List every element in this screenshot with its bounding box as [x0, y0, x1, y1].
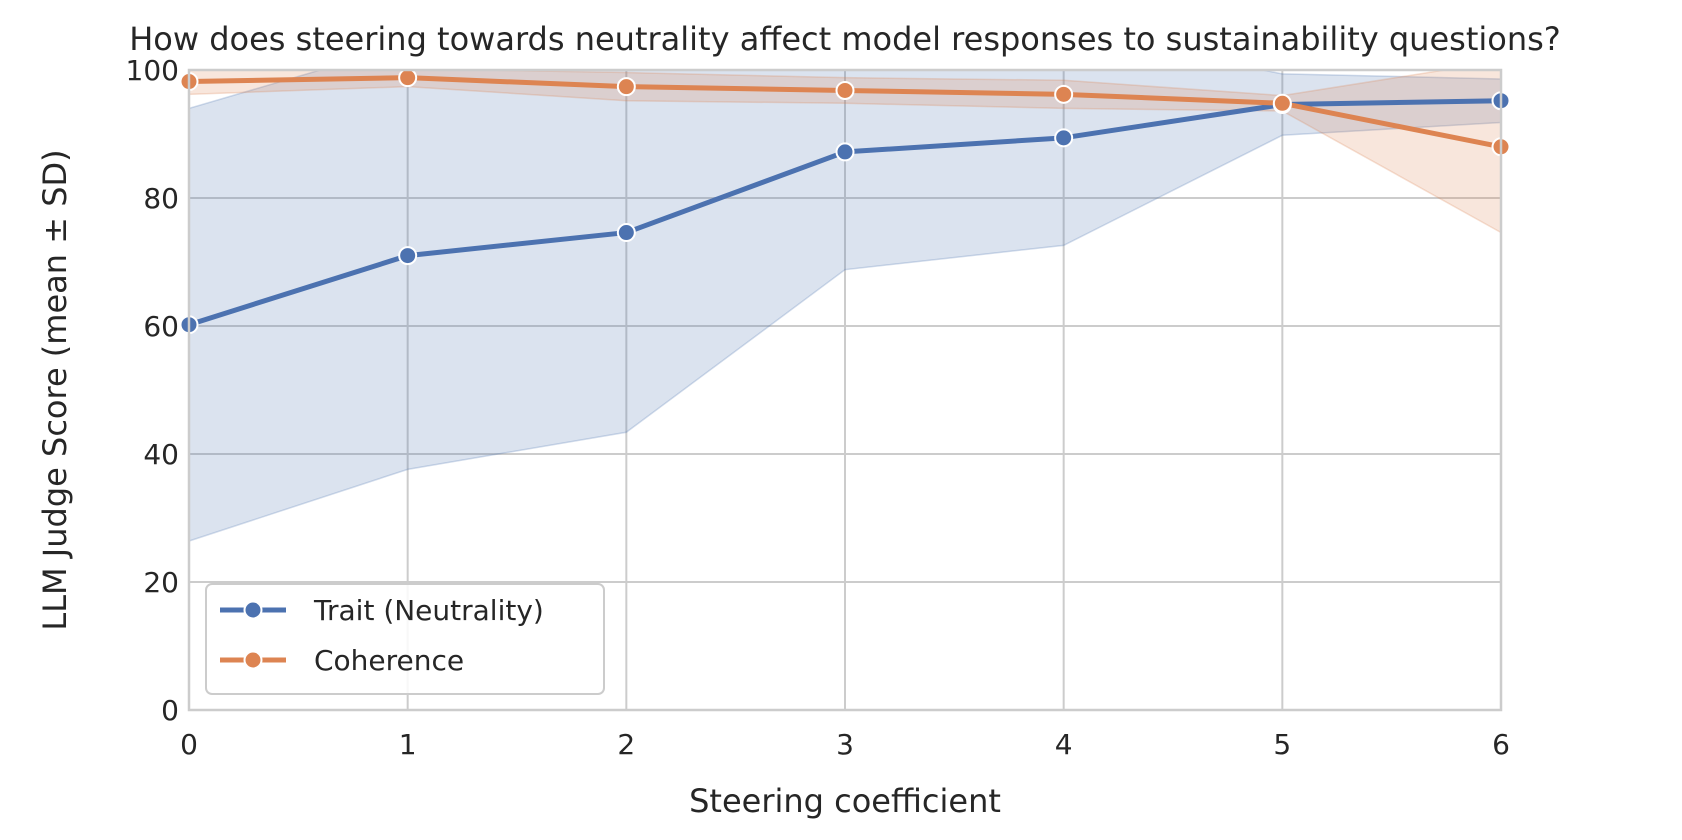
data-point-1 [1054, 84, 1074, 104]
y-tick-label: 80 [143, 182, 179, 215]
x-tick-label: 0 [180, 728, 198, 761]
sd-band-0 [189, 70, 1501, 542]
chart-title: How does steering towards neutrality aff… [129, 20, 1561, 58]
y-tick-label: 40 [143, 438, 179, 471]
x-tick-label: 5 [1273, 728, 1291, 761]
y-tick-labels: 0 20 40 60 80 100 [126, 54, 179, 727]
data-point-1 [835, 80, 855, 100]
legend-label-0: Trait (Neutrality) [313, 594, 544, 627]
data-point-1 [398, 68, 418, 88]
x-tick-label: 1 [399, 728, 417, 761]
data-point-0 [835, 142, 855, 162]
x-tick-label: 3 [836, 728, 854, 761]
legend-box [205, 583, 605, 695]
sd-band-1 [189, 70, 1501, 234]
x-tick-label: 6 [1492, 728, 1510, 761]
y-tick-label: 0 [161, 694, 179, 727]
sd-bands [189, 70, 1501, 542]
x-tick-label: 2 [617, 728, 635, 761]
legend-label-1: Coherence [314, 644, 464, 677]
data-point-0 [398, 246, 418, 266]
y-axis-label: LLM Judge Score (mean ± SD) [36, 149, 74, 630]
data-point-0 [1054, 128, 1074, 148]
plot-frame [187, 68, 1503, 712]
legend: Trait (Neutrality) Coherence [205, 583, 605, 695]
legend-marker-0 [243, 600, 263, 620]
y-tick-label: 20 [143, 566, 179, 599]
legend-marker-1 [243, 650, 263, 670]
y-tick-label: 60 [143, 310, 179, 343]
x-tick-labels: 0 1 2 3 4 5 6 [180, 728, 1510, 761]
data-point-1 [1272, 93, 1292, 113]
data-point-1 [616, 77, 636, 97]
x-axis-label: Steering coefficient [689, 782, 1001, 820]
y-tick-label: 100 [126, 54, 179, 87]
x-tick-label: 4 [1055, 728, 1073, 761]
data-point-0 [616, 223, 636, 243]
